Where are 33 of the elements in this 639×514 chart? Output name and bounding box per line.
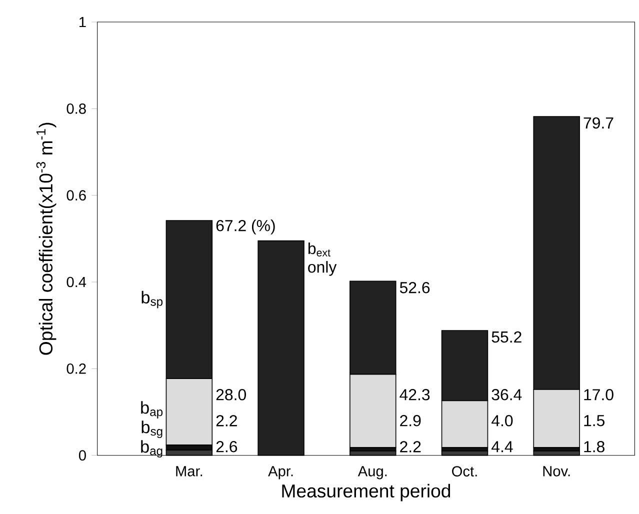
annotation: 4.0: [492, 415, 513, 426]
annotation: 52.6: [400, 282, 430, 294]
annotation: 2.2: [216, 415, 237, 426]
x-tick-label: Nov.: [543, 466, 570, 476]
annotation: 79.7: [584, 117, 614, 129]
y-tick-label: 0.6: [66, 190, 86, 201]
series-label: b$_{sp}$: [142, 290, 163, 308]
series-label: b$_{sg}$: [142, 420, 162, 438]
y-tick-label: 1: [80, 16, 86, 28]
y-axis-title: Optical coefficient(x10$^{-3}$ m$^{-1}$): [36, 122, 56, 355]
x-tick-label: Mar.: [176, 466, 202, 476]
annotation: 2.9: [400, 415, 421, 426]
annotation: 17.0: [584, 389, 614, 400]
annotation: 2.6: [216, 441, 238, 452]
annotation: b$_{ext}$ only: [308, 242, 337, 276]
x-tick-label: Aug.: [358, 466, 387, 480]
annotation: 4.4: [492, 441, 513, 452]
annotation: 1.5: [584, 415, 604, 426]
annotation: 1.8: [584, 441, 604, 452]
x-axis-title: Measurement period: [282, 484, 450, 502]
y-tick-label: 0.4: [66, 276, 86, 288]
annotation: 36.4: [492, 389, 522, 400]
x-tick-label: Oct.: [452, 466, 477, 476]
y-tick-label: 0.8: [66, 104, 86, 114]
annotation: 2.2: [400, 441, 421, 452]
annotation: 67.2 (%): [216, 220, 275, 234]
series-label: b$_{ap}$: [141, 401, 163, 419]
y-tick-label: 0: [78, 450, 86, 461]
annotation: 28.0: [216, 389, 246, 400]
annotation: 55.2: [492, 331, 522, 343]
y-tick-label: 0.2: [66, 364, 86, 374]
x-tick-label: Apr.: [268, 466, 293, 480]
annotation: 42.3: [400, 389, 430, 400]
